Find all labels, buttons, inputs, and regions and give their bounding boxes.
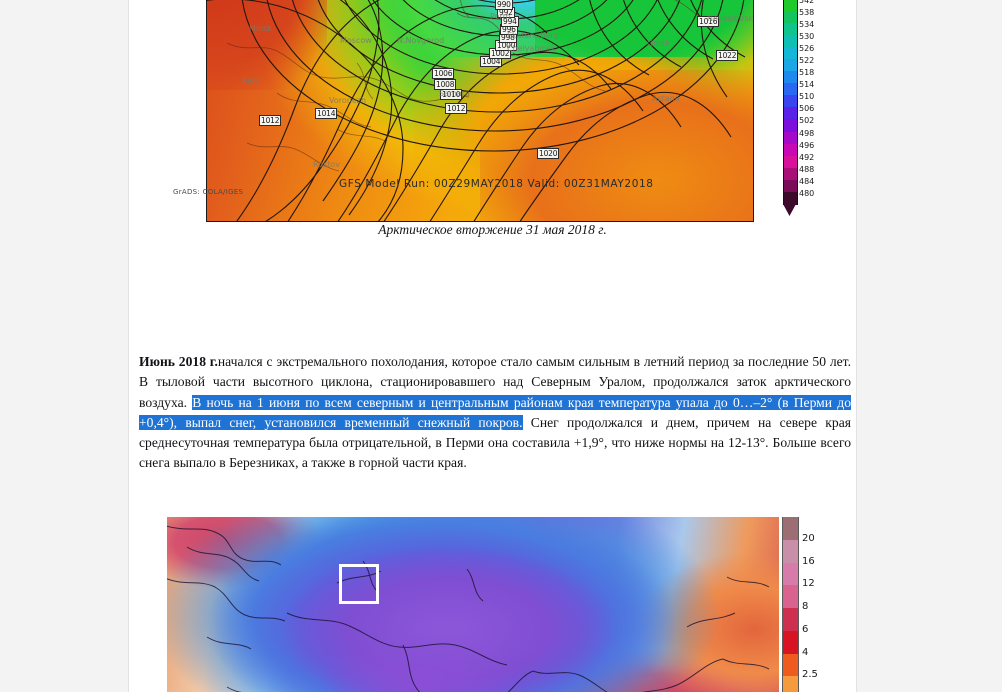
precip-colorbar-tick-label: 8 [802,601,809,613]
colorbar-tick-label: 514 [799,80,815,90]
colorbar-tick-label: 518 [799,68,815,78]
isobar-label: 990 [495,0,513,10]
city-label-novosibirsk: Novosibirsk [707,14,754,23]
article-paragraph: Июнь 2018 г.начался с экстремального пох… [139,352,851,474]
colorbar-tick-label: 534 [799,19,815,29]
colorbar-tick-label: 496 [799,140,815,150]
precip-colorbar-tick-label: 6 [802,623,809,635]
city-label-voronezh: Voronezh [329,96,367,105]
warm-southeast-fill [480,70,753,221]
perm-krai-highlight-box [339,564,379,604]
colorbar-tick-label: 538 [799,7,815,17]
colorbar-swatch [783,167,798,181]
precip-colorbar-tick-label: 20 [802,532,815,544]
precip-colorbar-tick-label: 12 [802,578,815,590]
city-label-kiev: Kiev [242,76,260,85]
city-label-omsk: Omsk [647,39,670,48]
city-label-minsk: Minsk [249,24,272,33]
colorbar-tick-label: 506 [799,104,815,114]
colorbar-tick-label: 498 [799,128,815,138]
isobar-label: 1016 [697,16,720,27]
anomaly-field-fill [167,517,779,692]
colorbar-tick-label: 484 [799,176,815,186]
isobar-label: 1008 [434,79,457,90]
colorbar-tick-label: 480 [799,188,815,198]
colorbar-tick-label: 522 [799,56,815,66]
colorbar-tick-label: 510 [799,92,815,102]
precip-colorbar-tick-label: 2.5 [802,669,818,681]
colorbar-swatch [783,143,798,157]
document-page: 1024 1022 1020 1012 1014 1012 1010 1008 … [129,0,856,692]
precip-colorbar-swatch [782,630,799,655]
colorbar-tick-label: 492 [799,152,815,162]
anomaly-map-image [167,517,779,692]
colorbar-arrow-icon [783,204,796,216]
grads-credit: GrADS: COLA/IGES [173,188,244,196]
anomaly-coastline-overlay [167,525,770,692]
city-label-astana: Astana [652,94,680,103]
city-label-moscow: Moscow [340,36,372,45]
colorbar-swatch [783,10,798,24]
precip-colorbar-swatch [782,585,799,609]
colorbar-tick-label: 488 [799,164,815,174]
colorbar-swatch [783,191,798,205]
colorbar-swatch [783,155,798,169]
isobar-label: 1006 [432,68,455,79]
isobar-label: 1012 [445,103,468,114]
colorbar-swatch [783,22,798,36]
precip-colorbar-swatch [782,562,799,586]
colorbar-tick-label: 526 [799,44,815,53]
synoptic-map-image: 1024 1022 1020 1012 1014 1012 1010 1008 … [206,0,754,222]
paragraph-part2: Снег продолжался и днем, причем на север… [139,414,851,471]
colorbar-swatch [783,95,798,108]
colorbar-swatch [783,34,798,48]
precip-colorbar-tick-label: 16 [802,555,815,567]
colorbar-swatch [783,131,798,145]
figure1-caption: Арктическое вторжение 31 мая 2018 г. [378,222,607,237]
colorbar-swatch [783,119,798,133]
isobar-label: 1020 [537,148,560,159]
colorbar-swatch [783,179,798,193]
paragraph-part1: начался с экстремального похолодания, ко… [139,354,851,410]
model-run-label: GFS Model Run: 00Z29MAY2018 Valid: 00Z31… [339,178,654,190]
precip-colorbar-swatch [782,517,799,541]
city-label-rostov: Rostov [313,160,341,169]
city-label-n-novgorod: N.Novgorod [397,36,445,45]
colorbar-swatch [783,0,798,12]
city-label-samara: Samara [439,89,470,98]
colorbar-tick-label: 530 [799,31,815,41]
precip-colorbar-swatch [782,676,799,692]
paragraph-lead-bold: Июнь 2018 г. [139,354,218,369]
city-label-perm: Perm [490,12,511,21]
city-label-chelyabinsk: Chelyabinsk [507,44,556,53]
colorbar-geopotential-height: 5785745705665625585545505465425385345305… [783,0,814,216]
colorbar-swatch [783,59,798,72]
colorbar-swatch [783,107,798,121]
isobar-label: 1012 [259,115,282,126]
city-label-ekaterinburg: Ekaterinburg [507,31,559,40]
precip-colorbar-tick-label: 4 [802,646,809,658]
colorbar-swatch [783,47,798,60]
colorbar-tick-label: 502 [799,116,815,126]
colorbar-swatch [783,71,798,84]
precip-colorbar-swatch [782,653,799,678]
precip-colorbar-swatch [782,539,799,564]
colorbar-swatch [783,83,798,96]
figure-synoptic-map: 1024 1022 1020 1012 1014 1012 1010 1008 … [129,0,856,260]
precip-colorbar-swatch [782,608,799,632]
high-pressure-west-fill [207,0,328,90]
isobar-label: 1022 [716,50,739,61]
colorbar-tick-label: 542 [799,0,815,5]
isobar-label: 1014 [315,108,338,119]
